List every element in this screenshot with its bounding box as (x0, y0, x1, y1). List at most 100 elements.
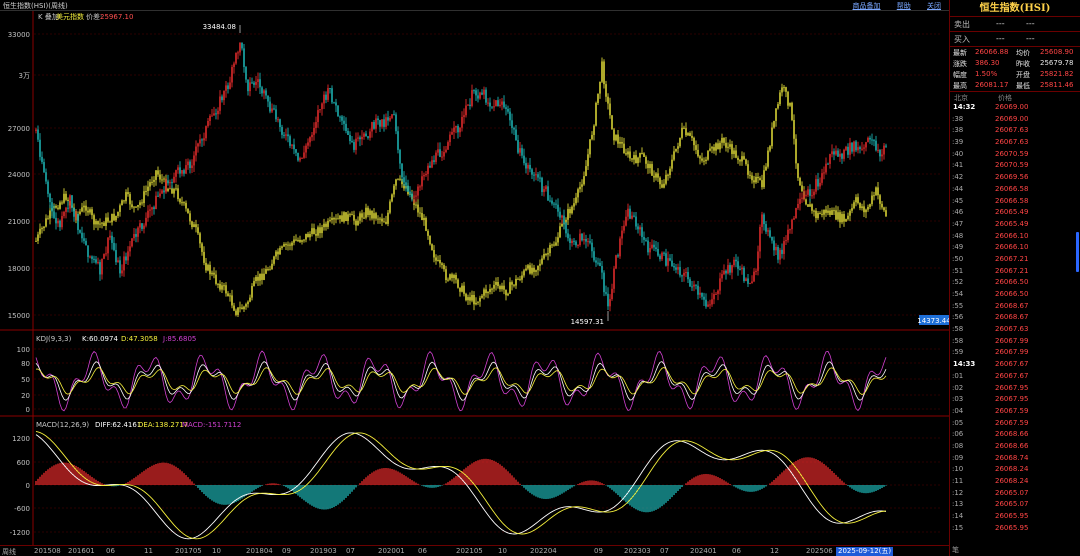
overlay-candle-body (471, 294, 473, 301)
macd-histogram-bar (647, 485, 649, 513)
macd-histogram-bar (783, 470, 785, 485)
candle-body (325, 94, 327, 100)
candle-body (565, 223, 567, 234)
overlay-candle-body (395, 179, 397, 186)
overlay-candle-body (305, 233, 307, 240)
macd-histogram-bar (487, 458, 489, 485)
macd-histogram-bar (685, 483, 687, 485)
candle-body (353, 142, 355, 150)
macd-histogram-bar (159, 462, 161, 485)
tick-list[interactable]: 14:32 26069.00:38 26069.00:38 26067.63:39 26… (950, 102, 1080, 534)
candle-body (91, 256, 93, 259)
overlay-candle-body (157, 170, 159, 175)
overlay-candle-body (753, 180, 755, 183)
macd-histogram-bar (427, 485, 429, 488)
candle-body (45, 172, 47, 182)
tick-time: 14:32 (953, 103, 976, 111)
chart-area[interactable]: 33000 3万 27000 24000 21000 18000 15000 K 叠加 美元指数… (0, 11, 949, 545)
tick-row: :14 26065.95 (950, 511, 1080, 523)
macd-histogram-bar (169, 463, 171, 485)
macd-histogram-bar (71, 464, 73, 485)
overlay-candle-body (607, 96, 609, 104)
chart-canvas[interactable]: 33000 3万 27000 24000 21000 18000 15000 K 叠加美元指数… (0, 11, 949, 545)
candle-body (297, 152, 299, 161)
macd-histogram-bar (93, 478, 95, 485)
candle-body (809, 189, 811, 196)
macd-histogram-bar (237, 485, 239, 501)
macd-histogram-bar (145, 469, 147, 485)
overlay-candle-body (337, 218, 339, 220)
candle-body (549, 200, 551, 202)
overlay-candle-body (695, 145, 697, 150)
time-axis-label: 201804 (246, 547, 273, 555)
overlay-candle-body (687, 133, 689, 136)
macd-histogram-bar (367, 475, 369, 485)
macd-histogram-bar (247, 485, 249, 495)
sell-volume: --- (1026, 19, 1035, 28)
macd-histogram-bar (467, 466, 469, 485)
candle-body (63, 211, 65, 217)
tick-time: :14 (952, 512, 964, 521)
y-tick-label: 18000 (8, 265, 30, 273)
macd-histogram-bar (855, 485, 857, 491)
macd-histogram-bar (201, 485, 203, 493)
tick-row: :15 26065.95 (950, 523, 1080, 535)
candle-body (221, 96, 223, 101)
candle-body (519, 148, 521, 153)
macd-histogram-bar (655, 485, 657, 510)
overlay-candle-body (483, 289, 485, 296)
overlay-candle-body (183, 202, 185, 204)
tick-list-scrollbar[interactable] (1076, 232, 1079, 272)
macd-histogram-bar (873, 485, 875, 492)
candle-body (303, 152, 305, 158)
overlay-candle-body (513, 284, 515, 286)
candle-body (383, 119, 385, 127)
quote-side-panel: 恒生指数(HSI) 卖出 --- --- 买入 --- --- 最新 26066.… (949, 0, 1080, 556)
macd-histogram-bar (675, 485, 677, 494)
macd-histogram-bar (721, 479, 723, 485)
macd-histogram-bar (871, 485, 873, 493)
macd-histogram-bar (155, 463, 157, 485)
overlay-candle-body (447, 279, 449, 281)
overlay-candle-body (145, 190, 147, 192)
candle-body (731, 265, 733, 273)
overlay-commodity-button[interactable]: 商品备加 (852, 2, 881, 10)
macd-histogram-bar (183, 473, 185, 485)
candle-body (567, 233, 569, 239)
tick-time: :47 (952, 219, 964, 228)
candle-body (393, 114, 395, 116)
candle-body (629, 208, 631, 219)
overlay-candle-body (453, 275, 455, 278)
candle-body (835, 150, 837, 155)
tick-time: :02 (952, 383, 964, 392)
candle-body (79, 230, 81, 233)
help-button[interactable]: 帮助 (896, 2, 911, 10)
macd-histogram-bar (611, 485, 613, 490)
candle-body (685, 272, 687, 274)
overlay-candle-body (659, 177, 661, 185)
close-button[interactable]: 关闭 (927, 2, 941, 10)
candle-body (755, 270, 757, 272)
candle-body (153, 207, 155, 210)
candle-body (703, 296, 705, 300)
tick-row: :03 26067.95 (950, 394, 1080, 406)
overlay-candle-body (113, 213, 115, 221)
overlay-candle-body (93, 215, 95, 225)
macd-histogram-bar (511, 475, 513, 485)
macd-histogram-bar (609, 485, 611, 489)
macd-histogram-bar (319, 485, 321, 510)
macd-histogram-bar (341, 485, 343, 502)
overlay-candle-body (601, 61, 603, 82)
quote-row: 最高 26081.17 最低 25811.46 (950, 80, 1080, 91)
candle-body (391, 114, 393, 118)
candle-body (151, 207, 153, 210)
overlay-candle-body (375, 213, 377, 219)
tick-time: :08 (952, 441, 964, 450)
macd-histogram-bar (127, 482, 129, 485)
candle-body (457, 125, 459, 133)
macd-histogram-bar (633, 485, 635, 509)
macd-histogram-bar (679, 485, 681, 489)
candle-body (867, 137, 869, 143)
tick-row: :39 26067.63 (950, 137, 1080, 149)
candle-body (273, 108, 275, 110)
